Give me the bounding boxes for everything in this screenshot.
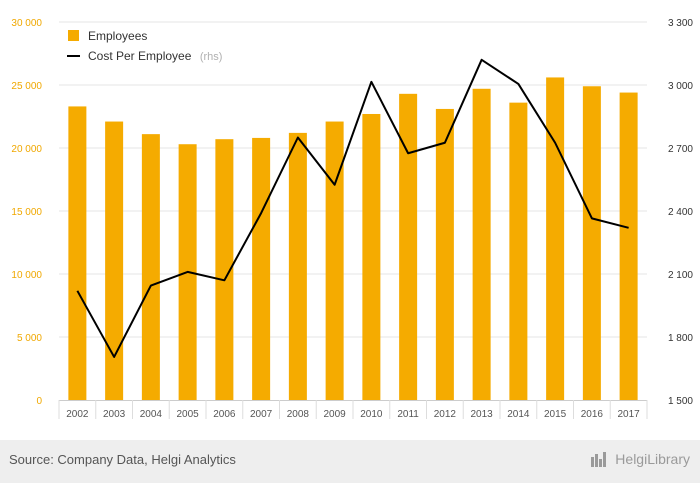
x-tick-label: 2013 bbox=[471, 409, 494, 420]
x-tick-label: 2015 bbox=[544, 409, 567, 420]
brand-logo[interactable]: HelgiLibrary bbox=[590, 451, 690, 467]
x-tick-label: 2017 bbox=[618, 409, 641, 420]
bar-employees bbox=[619, 92, 638, 400]
y-left-tick-label: 25 000 bbox=[11, 81, 42, 92]
y-left-tick-label: 15 000 bbox=[11, 207, 42, 218]
x-axis: 2002 2003 2004 2005 2006 2007 2008 2009 2010 2011… bbox=[58, 400, 648, 420]
y-right-tick-label: 1 500 bbox=[668, 396, 693, 407]
brand-name: HelgiLibrary bbox=[615, 451, 690, 467]
x-tick-label: 2002 bbox=[66, 409, 89, 420]
y-right-tick-label: 2 100 bbox=[668, 270, 693, 281]
legend-label-cost-text: Cost Per Employee bbox=[88, 49, 192, 63]
bar-employees bbox=[215, 139, 234, 400]
bar-employees bbox=[68, 106, 87, 401]
bar-employees bbox=[582, 86, 601, 400]
y-right-tick-label: 3 000 bbox=[668, 81, 693, 92]
bar-series-employees bbox=[68, 77, 638, 401]
y-left-tick-label: 30 000 bbox=[11, 18, 42, 29]
y-right-tick-label: 2 700 bbox=[668, 144, 693, 155]
x-tick-label: 2011 bbox=[397, 409, 419, 420]
x-tick-label: 2007 bbox=[250, 409, 273, 420]
x-tick-label: 2012 bbox=[434, 409, 457, 420]
x-tick-label: 2003 bbox=[103, 409, 126, 420]
legend-swatch-employees bbox=[68, 30, 79, 41]
legend-label-rhs-note: (rhs) bbox=[200, 51, 223, 63]
legend-label-cost-per-employee: Cost Per Employee (rhs) bbox=[88, 47, 222, 64]
y-left-tick-label: 0 bbox=[36, 396, 42, 407]
line-series-cost-per-employee bbox=[76, 58, 629, 358]
helgi-logo-icon bbox=[591, 452, 607, 467]
bar-employees bbox=[141, 134, 160, 400]
x-tick-label: 2010 bbox=[360, 409, 383, 420]
y-right-tick-label: 2 400 bbox=[668, 207, 693, 218]
y-right-tick-label: 1 800 bbox=[668, 333, 693, 344]
legend: Employees Cost Per Employee (rhs) bbox=[67, 29, 222, 64]
source-note: Source: Company Data, Helgi Analytics bbox=[9, 452, 236, 467]
bar-employees bbox=[362, 113, 381, 400]
bar-employees bbox=[435, 108, 454, 400]
x-tick-label: 2004 bbox=[140, 409, 163, 420]
footer: Source: Company Data, Helgi Analytics He… bbox=[0, 440, 700, 483]
bar-employees bbox=[105, 121, 124, 400]
bar-employees bbox=[472, 88, 491, 400]
x-tick-label: 2009 bbox=[324, 409, 347, 420]
legend-label-employees: Employees bbox=[88, 29, 147, 43]
bar-employees bbox=[252, 137, 271, 401]
y-axis-left: 0 5 000 10 000 15 000 20 000 25 000 30 000 bbox=[11, 18, 42, 407]
x-tick-label: 2008 bbox=[287, 409, 310, 420]
chart: 0 5 000 10 000 15 000 20 000 25 000 30 000 1 5… bbox=[11, 18, 693, 420]
y-left-tick-label: 5 000 bbox=[17, 333, 42, 344]
x-tick-label: 2005 bbox=[177, 409, 200, 420]
x-tick-label: 2014 bbox=[507, 409, 530, 420]
bar-employees bbox=[509, 102, 528, 400]
y-left-tick-label: 10 000 bbox=[11, 270, 42, 281]
bar-employees bbox=[399, 93, 418, 400]
bar-employees bbox=[288, 132, 307, 400]
bar-employees bbox=[546, 77, 565, 400]
y-left-tick-label: 20 000 bbox=[11, 144, 42, 155]
y-axis-right: 1 500 1 800 2 100 2 400 2 700 3 000 3 300 bbox=[668, 18, 693, 407]
y-right-tick-label: 3 300 bbox=[668, 18, 693, 29]
x-tick-label: 2006 bbox=[213, 409, 236, 420]
line-cost-per-employee bbox=[76, 58, 629, 358]
x-tick-label: 2016 bbox=[581, 409, 604, 420]
bar-employees bbox=[325, 121, 344, 400]
